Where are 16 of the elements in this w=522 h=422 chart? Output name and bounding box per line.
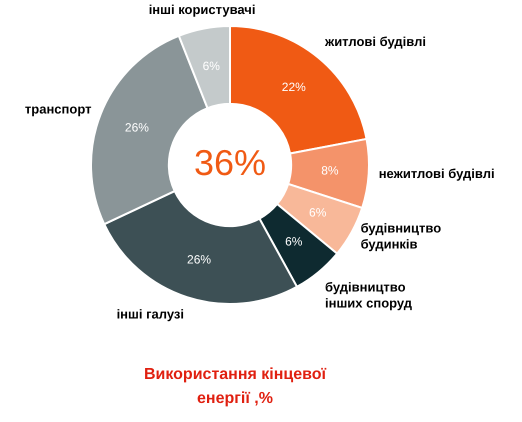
data-label: 6% [285,234,303,248]
slice-label: будівництво будинків [360,220,442,252]
slice-label: нежитлові будівлі [378,166,495,181]
data-label: 26% [124,120,150,134]
data-label: 6% [309,206,327,220]
slice-label: житлові будівлі [324,34,426,49]
data-label: 26% [187,252,212,266]
data-label: 6% [202,59,220,74]
data-label: 22% [282,80,306,94]
text: Використання кінцевої енергії ,% [142,365,328,409]
data-label: 8% [321,164,339,178]
slice-label: інші користувачі [148,2,256,18]
slice-label: транспорт [24,102,92,117]
slice-label: інші галузі [116,306,184,322]
slice-label: будівництво інших споруд [324,279,413,310]
text: 36% [194,142,266,183]
